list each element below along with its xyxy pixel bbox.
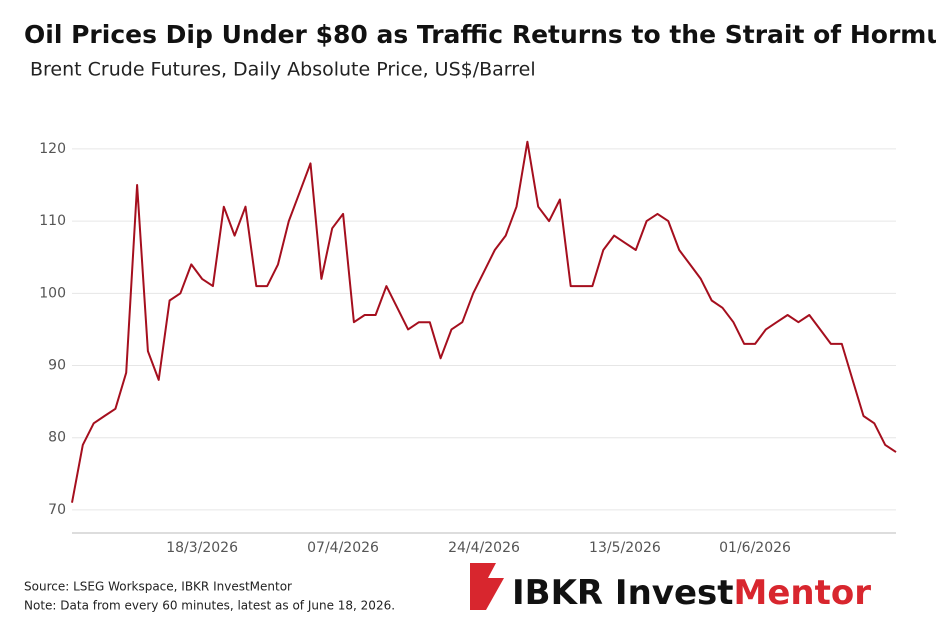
y-tick-label: 110: [39, 213, 66, 229]
chart-subtitle: Brent Crude Futures, Daily Absolute Pric…: [30, 59, 536, 81]
x-tick-label: 07/4/2026: [307, 540, 379, 556]
logo-accent: Mentor: [734, 573, 872, 613]
x-tick-label: 18/3/2026: [166, 540, 238, 556]
logo-text: IBKR InvestMentor: [512, 573, 871, 613]
note: Note: Data from every 60 minutes, latest…: [24, 599, 395, 613]
logo-brand: IBKR Invest: [512, 573, 734, 613]
x-tick-label: 24/4/2026: [448, 540, 520, 556]
y-tick-label: 70: [48, 502, 66, 518]
y-tick-label: 120: [39, 141, 66, 157]
y-tick-label: 100: [39, 285, 66, 301]
price-line: [71, 140, 897, 503]
source: Source: LSEG Workspace, IBKR InvestMento…: [24, 580, 292, 594]
chart-title: Oil Prices Dip Under $80 as Traffic Retu…: [24, 20, 936, 49]
logo-icon: [470, 563, 504, 610]
y-tick-label: 90: [48, 358, 66, 374]
y-tick-label: 80: [48, 430, 66, 446]
x-tick-label: 13/5/2026: [589, 540, 661, 556]
x-tick-label: 01/6/2026: [719, 540, 791, 556]
logo: IBKR InvestMentor: [470, 563, 871, 613]
